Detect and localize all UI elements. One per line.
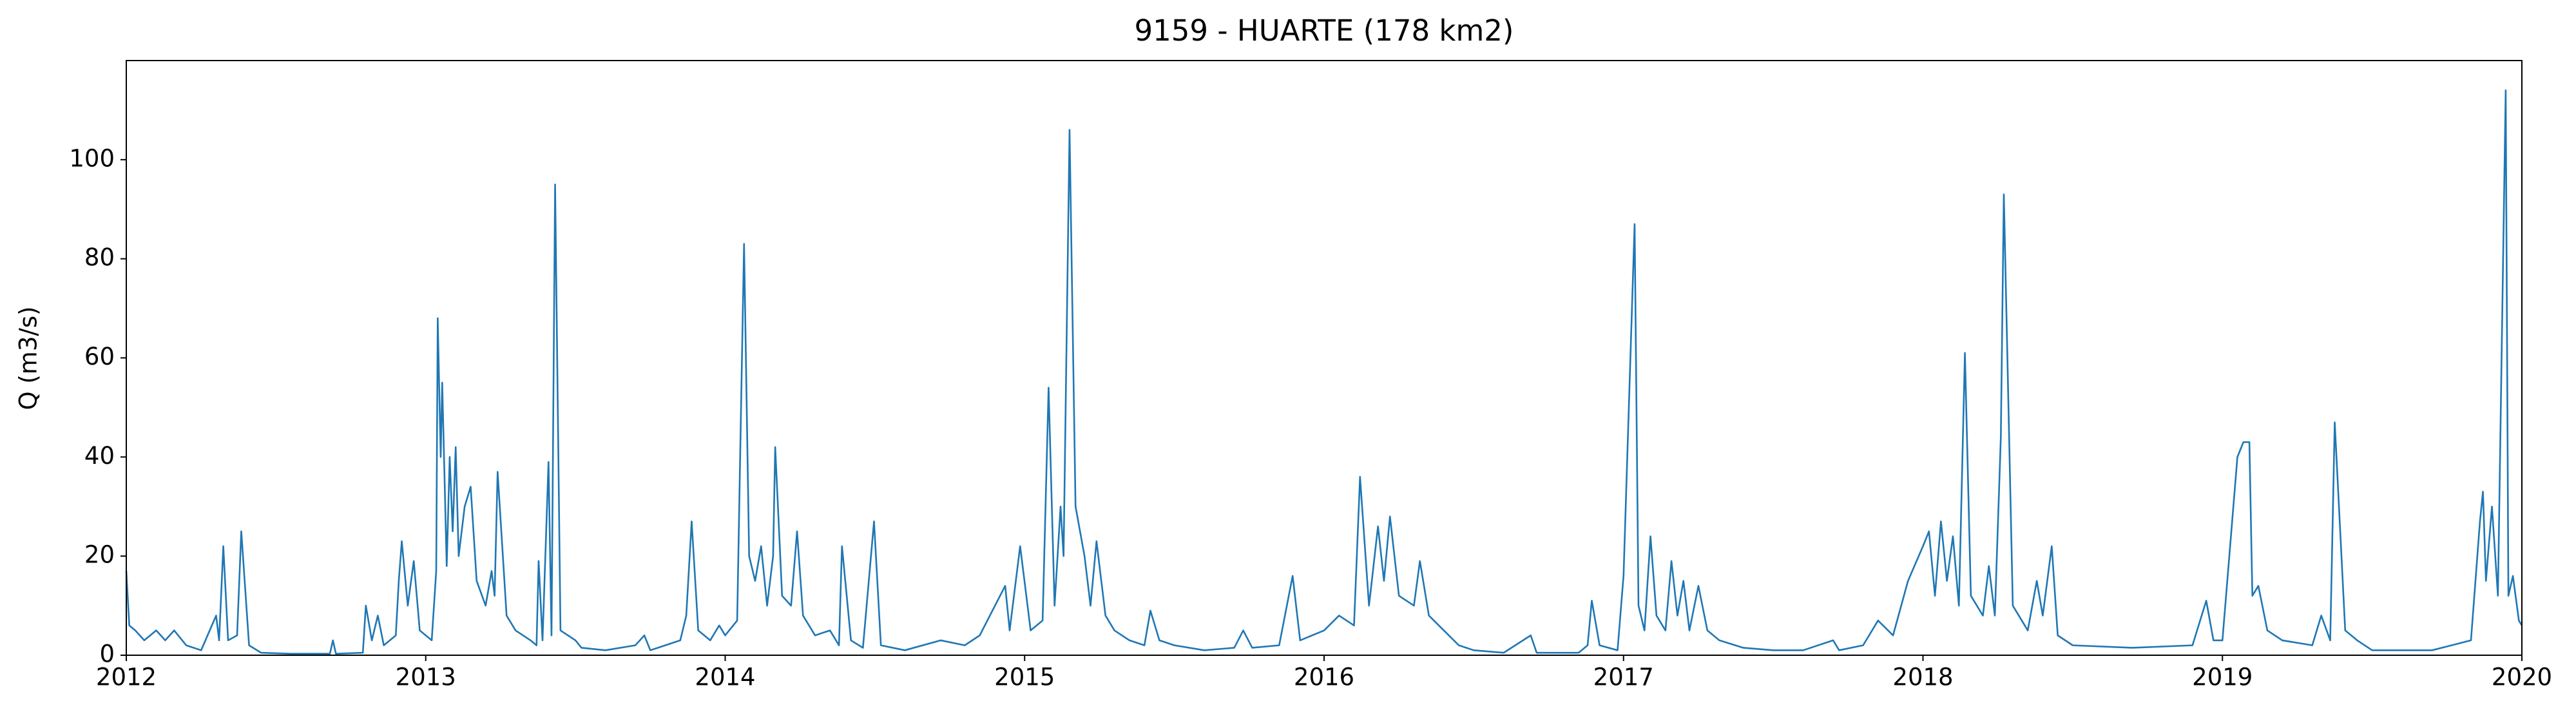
y-axis-label: Q (m3/s) [15,306,43,410]
x-tick-label: 2015 [994,664,1055,691]
x-tick-label: 2016 [1294,664,1354,691]
chart-title: 9159 - HUARTE (178 km2) [1135,14,1514,48]
y-tick-label: 40 [84,442,115,470]
y-tick-label: 80 [84,244,115,271]
data-line [125,89,2523,655]
x-tick-label: 2014 [695,664,755,691]
y-tick-label: 20 [84,541,115,569]
plot-frame [126,60,2523,656]
x-tick-label: 2017 [1593,664,1654,691]
x-tick-label: 2019 [2192,664,2253,691]
x-tick-label: 2018 [1892,664,1953,691]
y-tick-label: 60 [84,343,115,370]
x-tick-label: 2012 [96,664,157,691]
x-tick-label: 2013 [396,664,456,691]
y-tick-label: 0 [99,640,115,668]
x-tick-label: 2020 [2492,664,2552,691]
y-tick-label: 100 [69,144,115,172]
